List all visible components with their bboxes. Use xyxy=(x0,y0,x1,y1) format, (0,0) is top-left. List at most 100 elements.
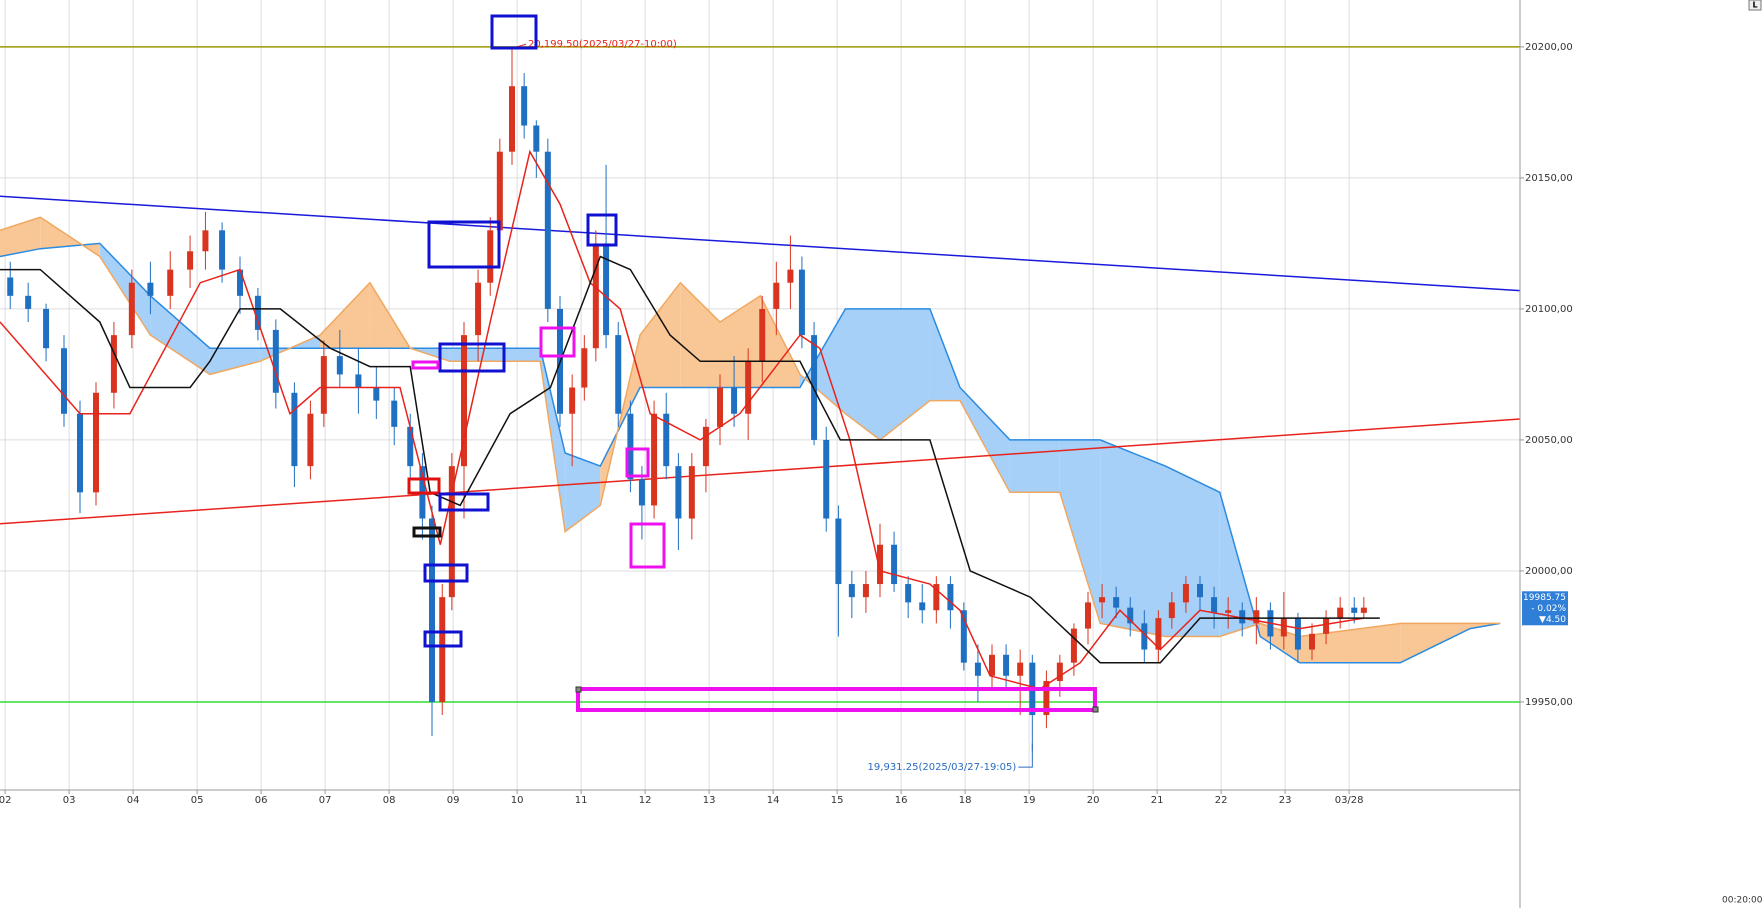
candle-body xyxy=(960,610,967,663)
x-tick-label: 13 xyxy=(703,795,716,806)
candle-body xyxy=(974,662,981,676)
candle-body xyxy=(989,654,995,676)
x-tick-label: 05 xyxy=(191,795,204,806)
handle xyxy=(575,686,582,693)
candle-body xyxy=(603,243,610,336)
drawn-box xyxy=(412,526,442,538)
candle-body xyxy=(731,387,738,414)
candle-body xyxy=(638,479,645,506)
candle-body xyxy=(717,387,723,427)
x-tick-label: 21 xyxy=(1151,795,1164,806)
x-tick-label: 22 xyxy=(1215,795,1228,806)
candle-body xyxy=(509,86,515,152)
annotation: 20,199.50(2025/03/27-10:00) xyxy=(528,39,677,50)
candle-body xyxy=(1141,623,1148,650)
candle-body xyxy=(581,348,588,388)
trend-line xyxy=(0,418,1521,525)
cloud-fill xyxy=(1059,439,1101,624)
cloud-fill xyxy=(449,348,541,362)
candle-body xyxy=(336,356,343,375)
candle-body xyxy=(219,230,226,270)
candle-body xyxy=(675,466,682,519)
candle-body xyxy=(487,230,494,283)
cloud-fill xyxy=(1165,466,1220,637)
candle-body xyxy=(110,335,117,393)
candle-body xyxy=(25,295,32,309)
last-change-pct: - 0.02% xyxy=(1531,604,1566,614)
cloud-fill xyxy=(960,387,1010,493)
candle-body xyxy=(307,413,314,467)
candle-body xyxy=(1197,584,1203,598)
candle-body xyxy=(1070,628,1077,663)
candle-body xyxy=(811,335,818,440)
cloud-fill xyxy=(99,243,151,336)
candle-body xyxy=(521,86,528,126)
indicator-line xyxy=(0,149,1364,690)
candle-body xyxy=(167,269,174,296)
candle-body xyxy=(933,584,940,611)
y-tick-label: 20050,00 xyxy=(1525,435,1573,446)
drawn-box xyxy=(539,326,576,358)
candle-body xyxy=(237,269,243,296)
candle-body xyxy=(128,282,135,336)
cloud-fill xyxy=(760,295,800,388)
drawn-box xyxy=(629,522,666,569)
candle-body xyxy=(77,413,83,493)
candle-body xyxy=(569,387,576,414)
candle-body xyxy=(1056,662,1063,681)
candle-body xyxy=(627,413,634,480)
drawn-box xyxy=(423,630,463,648)
last-price: 19985.75 xyxy=(1523,593,1566,603)
candle-body xyxy=(187,251,194,270)
plot-layer xyxy=(0,0,1521,790)
cloud-fill xyxy=(1100,439,1166,637)
candle-body xyxy=(1253,610,1260,624)
y-tick-label: 19950,00 xyxy=(1525,697,1573,708)
candle-body xyxy=(1294,618,1301,650)
candle-body xyxy=(1003,654,1010,676)
cloud-fill xyxy=(880,308,930,440)
candle-body xyxy=(1239,610,1246,624)
x-tick-label: 16 xyxy=(895,795,908,806)
candle-body xyxy=(1127,607,1134,624)
drawn-box xyxy=(411,360,440,370)
cloud-fill xyxy=(800,308,846,414)
corner-box xyxy=(1748,0,1762,11)
cloud-fill xyxy=(150,295,210,375)
x-tick-label: 23 xyxy=(1279,795,1292,806)
cloud-span-a xyxy=(0,242,1501,664)
time-label: 00:20:00 xyxy=(1722,896,1763,906)
x-tick-label: 19 xyxy=(1023,795,1036,806)
candle-body xyxy=(320,356,327,414)
candle-body xyxy=(798,269,805,336)
x-tick-label: 15 xyxy=(831,795,844,806)
candle-body xyxy=(1360,607,1367,613)
x-tick-label: 18 xyxy=(959,795,972,806)
candle-body xyxy=(7,277,14,296)
cloud-fill xyxy=(845,308,880,440)
candle-body xyxy=(475,282,482,336)
cloud-fill xyxy=(1299,623,1401,663)
candle-body xyxy=(759,308,766,362)
candle-body xyxy=(1085,602,1091,629)
candle-body xyxy=(615,335,622,414)
candle-body xyxy=(373,387,380,401)
candle-body xyxy=(745,361,752,414)
candle-body xyxy=(1043,680,1050,716)
handle xyxy=(1092,706,1099,713)
x-tick-label: 02 xyxy=(0,795,11,806)
candle-body xyxy=(835,518,842,585)
candle-body xyxy=(1182,584,1189,603)
candle-body xyxy=(291,392,298,467)
candle-body xyxy=(1017,662,1024,676)
candle-body xyxy=(651,413,658,506)
y-tick-label: 20150,00 xyxy=(1525,173,1573,184)
drawn-box xyxy=(427,220,501,269)
x-tick-label: 07 xyxy=(319,795,332,806)
x-tick-label: 03/28 xyxy=(1335,795,1364,806)
cloud-fill xyxy=(929,308,960,401)
indicator-line xyxy=(0,255,1380,664)
candle-body xyxy=(1337,607,1344,619)
candle-body xyxy=(862,584,869,598)
